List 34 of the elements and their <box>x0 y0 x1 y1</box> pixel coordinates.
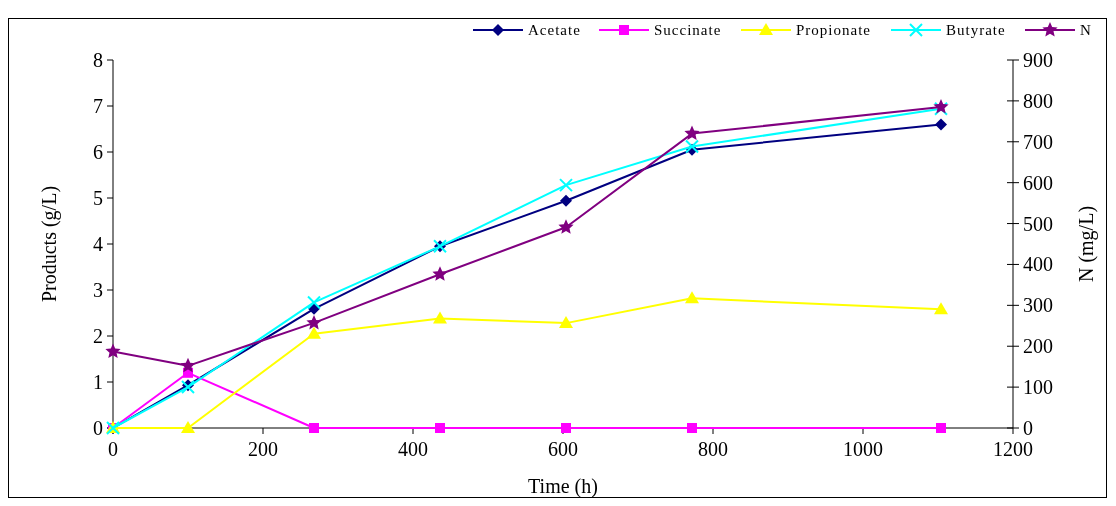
y2-tick-label: 700 <box>1023 130 1053 153</box>
y2-tick-label: 200 <box>1023 335 1053 358</box>
y-tick-label: 2 <box>93 325 103 347</box>
x-tick-label: 200 <box>248 438 278 460</box>
legend-label: Propionate <box>796 22 871 39</box>
y-tick-label: 0 <box>93 417 103 439</box>
y-tick-label: 7 <box>93 95 103 117</box>
y-tick-label: 8 <box>93 49 103 71</box>
x-tick-label: 1000 <box>843 438 883 460</box>
y2-tick-label: 400 <box>1023 253 1053 276</box>
y-tick-label: 3 <box>93 279 103 301</box>
x-axis-title: Time (h) <box>528 475 598 498</box>
legend-label: Succinate <box>654 22 722 39</box>
x-tick-label: 1200 <box>993 438 1033 460</box>
y2-tick-label: 900 <box>1023 49 1053 71</box>
y2-tick-label: 600 <box>1023 171 1053 194</box>
legend-label: N <box>1080 22 1092 39</box>
legend-label: Acetate <box>528 22 581 39</box>
legend-label: Butyrate <box>946 22 1006 39</box>
x-tick-label: 600 <box>548 438 578 460</box>
y-tick-label: 6 <box>93 141 103 163</box>
y2-tick-label: 0 <box>1023 417 1033 439</box>
y-axis-title: Products (g/L) <box>38 185 61 303</box>
y2-tick-label: 300 <box>1023 294 1053 317</box>
y2-tick-label: 800 <box>1023 89 1053 112</box>
x-tick-label: 0 <box>108 438 118 460</box>
x-tick-label: 800 <box>698 438 728 460</box>
y2-tick-label: 500 <box>1023 212 1053 235</box>
y-tick-label: 1 <box>93 371 103 393</box>
y2-axis-title: N (mg/L) <box>1075 205 1098 283</box>
x-tick-label: 400 <box>398 438 428 460</box>
y2-tick-label: 100 <box>1023 376 1053 399</box>
y-tick-label: 5 <box>93 187 103 209</box>
y-tick-label: 4 <box>93 233 103 255</box>
